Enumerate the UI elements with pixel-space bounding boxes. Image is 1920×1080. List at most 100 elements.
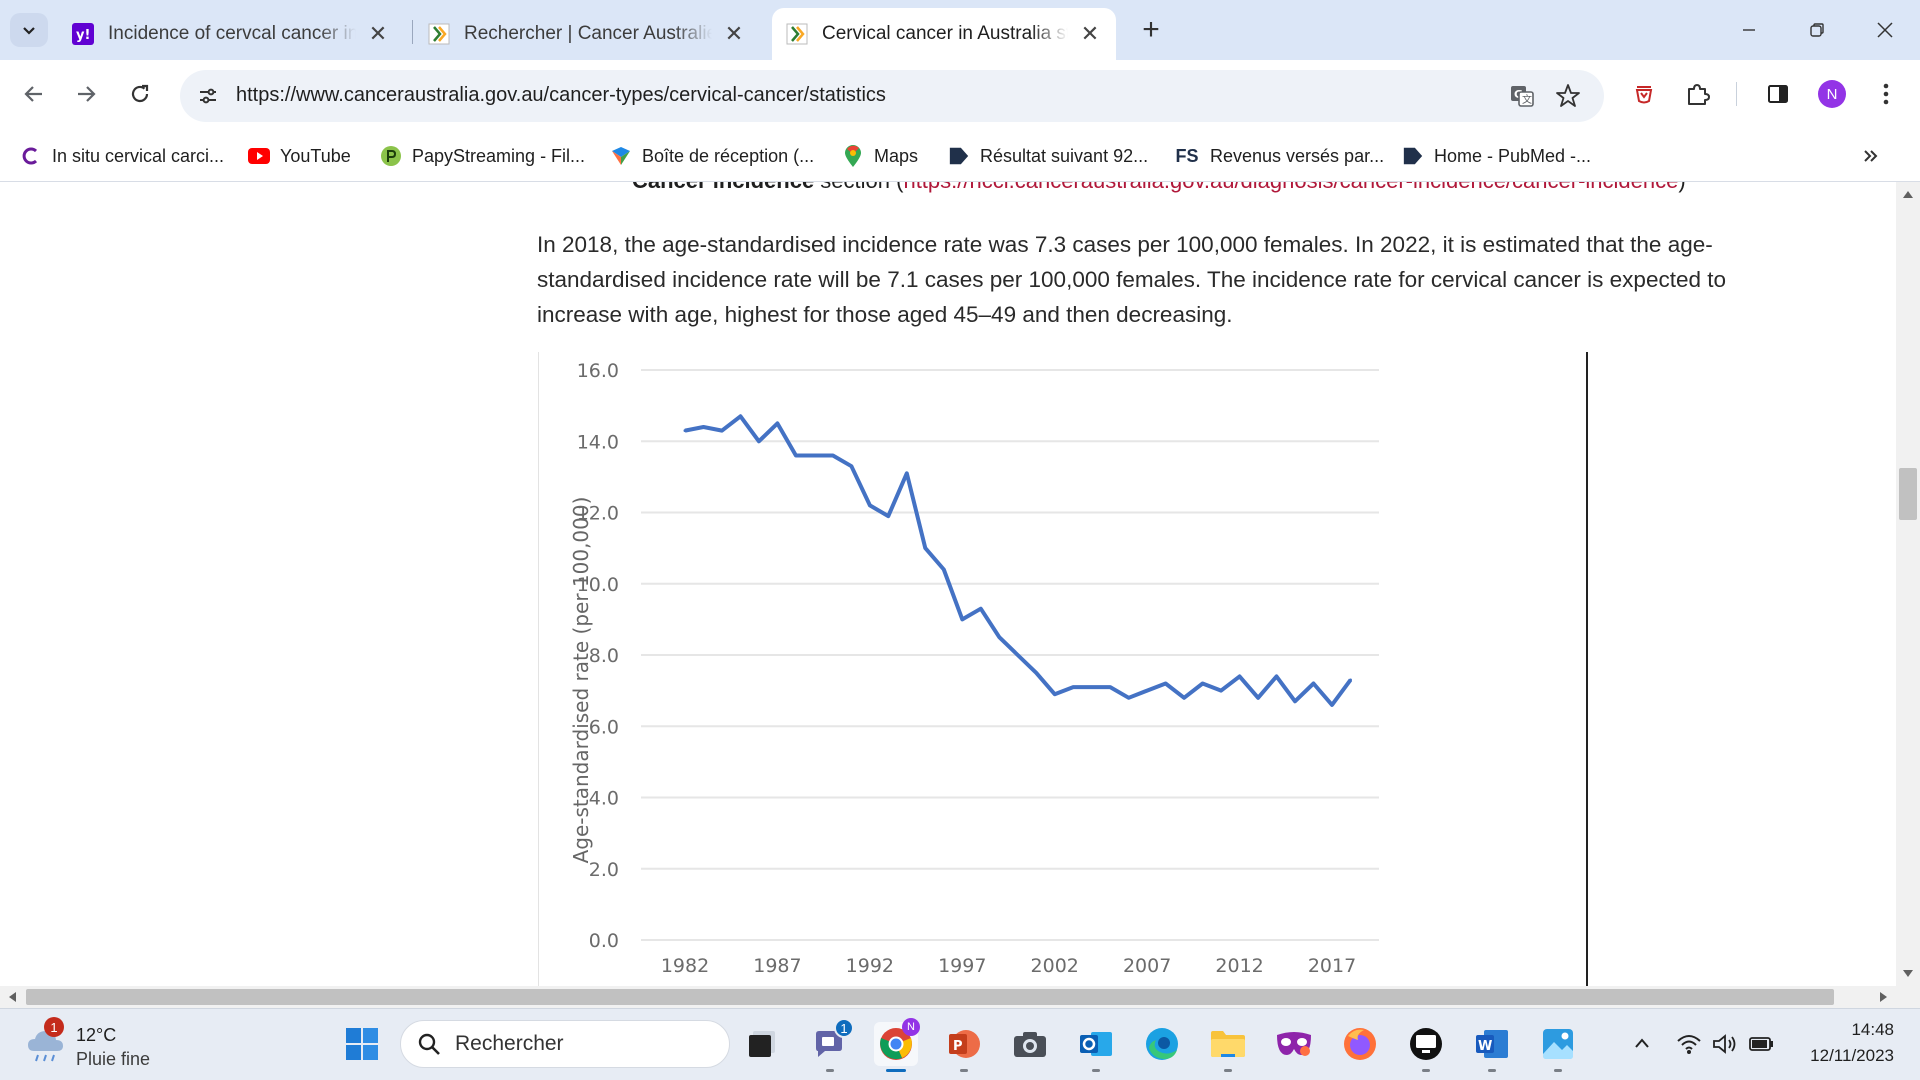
photos-app[interactable]	[1536, 1022, 1580, 1072]
close-window-button[interactable]	[1862, 12, 1908, 48]
data-point	[923, 546, 927, 550]
firefox-icon	[1344, 1028, 1376, 1060]
new-tab-button[interactable]: +	[1142, 13, 1160, 46]
translate-icon[interactable]: G文	[1504, 78, 1540, 114]
chrome-app[interactable]: N	[874, 1018, 920, 1072]
cancer-australia-icon	[786, 23, 808, 45]
bookmark-item[interactable]: YouTube	[248, 140, 351, 172]
taskbar-search[interactable]: Rechercher	[400, 1020, 730, 1068]
data-point	[1145, 689, 1149, 693]
chart-svg: Age-standardised rate (per 100,000) 0.0 2…	[569, 360, 1379, 977]
data-point	[997, 635, 1001, 639]
bookmark-item[interactable]: Maps	[842, 140, 918, 172]
close-icon[interactable]: ✕	[368, 21, 388, 46]
chrome-icon	[880, 1028, 912, 1060]
bookmarks-overflow-button[interactable]	[1862, 140, 1880, 172]
volume-icon[interactable]	[1712, 1033, 1738, 1055]
reload-button[interactable]	[120, 74, 160, 114]
start-button[interactable]	[340, 1022, 384, 1066]
data-point	[1053, 692, 1057, 696]
vertical-scrollbar[interactable]	[1896, 182, 1920, 986]
clock-area[interactable]: 14:48 12/11/2023	[1790, 1017, 1894, 1069]
scroll-up-arrow-icon[interactable]	[1903, 190, 1913, 198]
reference-link[interactable]: https://ncci.canceraustralia.gov.au/diag…	[903, 182, 1678, 193]
bookmark-item[interactable]: Home - PubMed -...	[1402, 140, 1591, 172]
bookmark-label: In situ cervical carci...	[52, 145, 225, 166]
arrow-left-icon	[24, 86, 42, 102]
edge-icon	[1146, 1028, 1178, 1060]
tab-cervical-cancer-statistics[interactable]: Cervical cancer in Australia stati ✕	[772, 8, 1116, 60]
site-info-icon[interactable]	[194, 82, 222, 110]
word-icon: W	[1476, 1030, 1508, 1058]
bookmark-star-icon[interactable]	[1550, 78, 1586, 114]
word-app[interactable]: W	[1470, 1022, 1514, 1072]
bookmark-item[interactable]: PapyStreaming - Fil...	[380, 140, 585, 172]
extensions-puzzle-icon[interactable]	[1680, 76, 1716, 112]
task-view-button[interactable]	[740, 1022, 784, 1066]
extension-shield-icon[interactable]	[1626, 76, 1662, 112]
restore-button[interactable]	[1794, 12, 1840, 48]
tab-yahoo[interactable]: y! Incidence of cervcal cancer in A ✕	[58, 8, 404, 60]
y-axis-label: Age-standardised rate (per 100,000)	[569, 497, 593, 864]
x-tick-label: 1992	[846, 955, 894, 977]
weather-widget[interactable]: 1 12°C Pluie fine	[26, 1017, 196, 1071]
bookmark-item[interactable]: In situ cervical carci...	[20, 140, 224, 172]
tab-rechercher[interactable]: Rechercher | Cancer Australie ✕	[414, 8, 760, 60]
teams-chat-icon	[816, 1031, 842, 1057]
forward-button[interactable]	[66, 74, 106, 114]
back-button[interactable]	[14, 74, 54, 114]
windows-taskbar: 1 12°C Pluie fine Rechercher 1 N P	[0, 1008, 1920, 1080]
y-tick-label: 10.0	[577, 574, 619, 596]
powerpoint-app[interactable]: P	[942, 1022, 986, 1072]
chevron-up-icon[interactable]	[1634, 1037, 1650, 1049]
clock-date: 12/11/2023	[1810, 1046, 1894, 1065]
profile-avatar[interactable]: N	[1814, 76, 1850, 112]
bookmark-label: Maps	[874, 145, 919, 166]
bookmark-label: Revenus versés par...	[1210, 145, 1385, 166]
bookmark-label: YouTube	[280, 145, 351, 166]
remote-desktop-app[interactable]	[1404, 1022, 1448, 1072]
battery-icon[interactable]	[1748, 1035, 1774, 1053]
data-point	[738, 414, 742, 418]
data-point	[683, 429, 687, 433]
horizontal-scroll-thumb[interactable]	[26, 989, 1834, 1005]
x-tick-label: 2017	[1308, 955, 1356, 977]
close-icon[interactable]: ✕	[724, 21, 744, 46]
side-panel-icon[interactable]	[1760, 76, 1796, 112]
pubmed-icon	[1402, 145, 1424, 167]
search-icon	[418, 1033, 440, 1055]
scroll-right-arrow-icon[interactable]	[1880, 992, 1888, 1002]
bookmark-item[interactable]: Boîte de réception (...	[610, 140, 814, 172]
horizontal-scrollbar[interactable]	[0, 986, 1920, 1008]
data-point	[1238, 674, 1242, 678]
tab-search-button[interactable]	[10, 13, 48, 47]
cancer-incidence-reference: Cancer incidence section (https://ncci.c…	[632, 182, 1686, 194]
edge-app[interactable]	[1140, 1022, 1184, 1066]
scroll-down-arrow-icon[interactable]	[1903, 970, 1913, 978]
bookmark-label: Home - PubMed -...	[1434, 145, 1592, 166]
tab-separator	[412, 20, 413, 44]
cancer-australia-icon	[428, 23, 450, 45]
vertical-scroll-thumb[interactable]	[1899, 468, 1917, 520]
file-explorer-app[interactable]	[1206, 1022, 1250, 1072]
address-bar[interactable]: https://www.canceraustralia.gov.au/cance…	[180, 70, 1604, 122]
menu-kebab-icon[interactable]	[1868, 76, 1904, 112]
data-point	[1348, 678, 1352, 682]
y-tick-label: 14.0	[577, 431, 619, 453]
outlook-app[interactable]	[1074, 1022, 1118, 1072]
clock-time: 14:48	[1851, 1020, 1894, 1039]
teams-app[interactable]: 1	[808, 1018, 854, 1072]
close-icon[interactable]: ✕	[1080, 21, 1100, 46]
reference-bold-text: Cancer incidence	[632, 182, 814, 193]
minimize-button[interactable]	[1726, 12, 1772, 48]
bookmark-label: Résultat suivant 92...	[980, 145, 1149, 166]
wifi-icon[interactable]	[1676, 1033, 1702, 1055]
bookmark-item[interactable]: Résultat suivant 92...	[948, 140, 1148, 172]
firefox-app[interactable]	[1338, 1022, 1382, 1066]
bookmark-item[interactable]: FS Revenus versés par...	[1174, 140, 1384, 172]
data-point	[720, 429, 724, 433]
mask-app[interactable]	[1272, 1022, 1316, 1066]
scroll-left-arrow-icon[interactable]	[8, 992, 16, 1002]
camera-app[interactable]	[1008, 1022, 1052, 1066]
data-point	[886, 514, 890, 518]
